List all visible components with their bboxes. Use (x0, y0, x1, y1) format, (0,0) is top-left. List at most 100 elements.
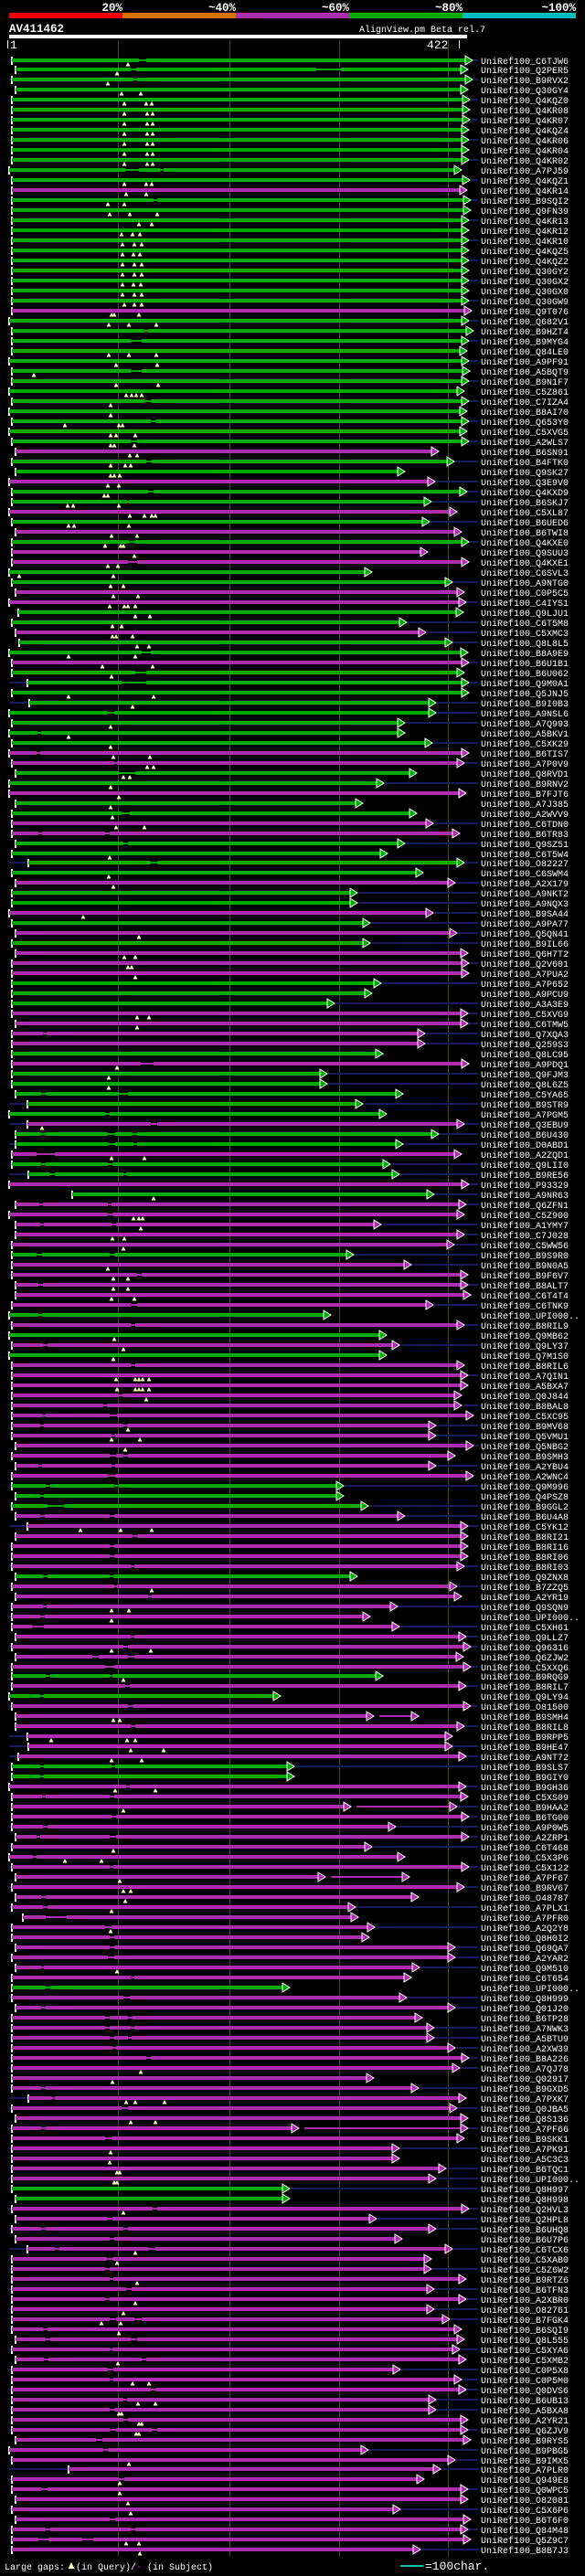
svg-text:UniRef100_C6SVL3: UniRef100_C6SVL3 (481, 568, 569, 579)
svg-text:UniRef100_B6TP28: UniRef100_B6TP28 (481, 2014, 569, 2025)
svg-text:UniRef100_Q8RVD1: UniRef100_Q8RVD1 (481, 769, 569, 780)
svg-text:UniRef100_C5XS09: UniRef100_C5XS09 (481, 1793, 569, 1804)
svg-text:UniRef100_Q9FJM3: UniRef100_Q9FJM3 (481, 1070, 569, 1081)
svg-text:Large gaps:: Large gaps: (5, 2563, 65, 2573)
svg-text:UniRef100_A2WNC4: UniRef100_A2WNC4 (481, 1472, 569, 1483)
svg-text:UniRef100_B8RIL9: UniRef100_B8RIL9 (481, 1321, 569, 1332)
svg-text:UniRef100_B9STR9: UniRef100_B9STR9 (481, 1100, 569, 1111)
svg-text:UniRef100_B6U062: UniRef100_B6U062 (481, 669, 569, 680)
svg-text:UniRef100_A9PA77: UniRef100_A9PA77 (481, 919, 569, 930)
svg-text:UniRef100_O81500: UniRef100_O81500 (481, 1702, 569, 1713)
svg-text:AlignView.pm Beta rel.7: AlignView.pm Beta rel.7 (359, 25, 485, 36)
svg-text:UniRef100_B4FTK0: UniRef100_B4FTK0 (481, 458, 569, 469)
svg-text:UniRef100_Q30GW9: UniRef100_Q30GW9 (481, 297, 569, 308)
svg-text:UniRef100_Q3EBU9: UniRef100_Q3EBU9 (481, 1120, 569, 1131)
svg-text:UniRef100_B7FJT6: UniRef100_B7FJT6 (481, 790, 569, 800)
svg-text:UniRef100_A9NKT2: UniRef100_A9NKT2 (481, 889, 569, 900)
svg-text:UniRef100_B9SKK1: UniRef100_B9SKK1 (481, 2135, 569, 2146)
svg-text:1: 1 (10, 38, 17, 52)
svg-text:UniRef100_B6T6F0: UniRef100_B6T6F0 (481, 2516, 569, 2527)
svg-text:UniRef100_B8RIL7: UniRef100_B8RIL7 (481, 1682, 569, 1693)
svg-text:UniRef100_Q4KR04: UniRef100_Q4KR04 (481, 146, 569, 157)
svg-text:UniRef100_Q9T076: UniRef100_Q9T076 (481, 307, 569, 318)
svg-text:UniRef100_Q6H7T2: UniRef100_Q6H7T2 (481, 949, 569, 960)
svg-text:UniRef100_A1YMY7: UniRef100_A1YMY7 (481, 1221, 569, 1232)
svg-text:UniRef100_Q8H998: UniRef100_Q8H998 (481, 2195, 569, 2206)
svg-text:UniRef100_Q9FN39: UniRef100_Q9FN39 (481, 207, 569, 217)
svg-text:UniRef100_A5BKV1: UniRef100_A5BKV1 (481, 729, 569, 740)
svg-text:UniRef100_C5XVG9: UniRef100_C5XVG9 (481, 1010, 569, 1021)
svg-text:UniRef100_Q4KXE0: UniRef100_Q4KXE0 (481, 538, 569, 549)
svg-text:UniRef100_A2X179: UniRef100_A2X179 (481, 879, 569, 890)
svg-text:UniRef100_Q84M48: UniRef100_Q84M48 (481, 2526, 569, 2537)
svg-text:UniRef100_Q96316: UniRef100_Q96316 (481, 1643, 569, 1654)
svg-text:UniRef100_Q9SZ51: UniRef100_Q9SZ51 (481, 840, 569, 851)
svg-text:UniRef100_Q01J20: UniRef100_Q01J20 (481, 2004, 569, 2015)
svg-text:UniRef100_Q3E9V0: UniRef100_Q3E9V0 (481, 478, 569, 489)
svg-text:UniRef100_B9RTZ6: UniRef100_B9RTZ6 (481, 2275, 569, 2286)
svg-text:UniRef100_Q8S136: UniRef100_Q8S136 (481, 2115, 569, 2125)
svg-text:UniRef100_B9RYS5: UniRef100_B9RYS5 (481, 2436, 569, 2447)
svg-text:UniRef100_Q8LC95: UniRef100_Q8LC95 (481, 1050, 569, 1061)
svg-text:UniRef100_B6SKJ7: UniRef100_B6SKJ7 (481, 498, 569, 509)
svg-text:UniRef100_Q9SUU3: UniRef100_Q9SUU3 (481, 548, 569, 559)
svg-text:UniRef100_C0P5M0: UniRef100_C0P5M0 (481, 2376, 569, 2387)
svg-text:UniRef100_Q9LY37: UniRef100_Q9LY37 (481, 1341, 569, 1352)
svg-text:UniRef100_P93329: UniRef100_P93329 (481, 1181, 569, 1192)
svg-text:UniRef100_B6TG00: UniRef100_B6TG00 (481, 1813, 569, 1824)
svg-text:UniRef100_Q2PER5: UniRef100_Q2PER5 (481, 66, 569, 77)
svg-text:UniRef100_B9GGL2: UniRef100_B9GGL2 (481, 1502, 569, 1513)
svg-text:UniRef100_Q8H0I2: UniRef100_Q8H0I2 (481, 1934, 569, 1945)
svg-text:UniRef100_Q7XQA3: UniRef100_Q7XQA3 (481, 1030, 569, 1041)
svg-text:UniRef100_A7P652: UniRef100_A7P652 (481, 980, 569, 991)
svg-text:UniRef100_B9RNV2: UniRef100_B9RNV2 (481, 779, 569, 790)
svg-text:UniRef100_Q259S3: UniRef100_Q259S3 (481, 1040, 569, 1051)
svg-text:UniRef100_Q4KQZ2: UniRef100_Q4KQZ2 (481, 257, 569, 268)
svg-text:UniRef100_Q4KR13: UniRef100_Q4KR13 (481, 217, 569, 228)
svg-text:UniRef100_B7FGK4: UniRef100_B7FGK4 (481, 2316, 569, 2327)
svg-text:UniRef100_C5XYA6: UniRef100_C5XYA6 (481, 2346, 569, 2357)
svg-text:~80%: ~80% (435, 2, 463, 15)
svg-text:UniRef100_A7PGM5: UniRef100_A7PGM5 (481, 1110, 569, 1121)
svg-text:UniRef100_B8RIL6: UniRef100_B8RIL6 (481, 1362, 569, 1373)
svg-text:UniRef100_A7PFR0: UniRef100_A7PFR0 (481, 1913, 569, 1924)
svg-text:UniRef100_A2WVV9: UniRef100_A2WVV9 (481, 810, 569, 821)
svg-text:20%: 20% (102, 2, 123, 15)
svg-text:UniRef100_B8RI06: UniRef100_B8RI06 (481, 1553, 569, 1564)
svg-text:UniRef100_Q4KR02: UniRef100_Q4KR02 (481, 156, 569, 167)
svg-text:UniRef100_C6T5W4: UniRef100_C6T5W4 (481, 850, 569, 861)
svg-text:UniRef100_Q0DVS6: UniRef100_Q0DVS6 (481, 2386, 569, 2397)
svg-text:~60%: ~60% (322, 2, 350, 15)
svg-text:UniRef100_Q949E8: UniRef100_Q949E8 (481, 2475, 569, 2486)
svg-text:UniRef100_A2Q2Y8: UniRef100_A2Q2Y8 (481, 1924, 569, 1935)
svg-text:UniRef100_B9I0B3: UniRef100_B9I0B3 (481, 699, 569, 710)
svg-text:UniRef100_Q8L555: UniRef100_Q8L555 (481, 2336, 569, 2347)
svg-text:UniRef100_B9MV68: UniRef100_B9MV68 (481, 1422, 569, 1433)
svg-text:UniRef100_A2XBR0: UniRef100_A2XBR0 (481, 2295, 569, 2306)
svg-text:UniRef100_C6TMW5: UniRef100_C6TMW5 (481, 1020, 569, 1031)
svg-text:UniRef100_C6T4T4: UniRef100_C6T4T4 (481, 1291, 569, 1302)
svg-text:UniRef100_O82227: UniRef100_O82227 (481, 859, 569, 870)
svg-text:UniRef100_B8A226: UniRef100_B8A226 (481, 2054, 569, 2065)
svg-text:UniRef100_A7P0V9: UniRef100_A7P0V9 (481, 759, 569, 770)
svg-text:UniRef100_B8RI21: UniRef100_B8RI21 (481, 1532, 569, 1543)
svg-text:UniRef100_A5C3C3: UniRef100_A5C3C3 (481, 2155, 569, 2166)
svg-text:UniRef100_B6TWI8: UniRef100_B6TWI8 (481, 528, 569, 539)
svg-text:UniRef100_C5X3P6: UniRef100_C5X3P6 (481, 1853, 569, 1864)
svg-text:UniRef100_C5YK12: UniRef100_C5YK12 (481, 1522, 569, 1533)
svg-text:UniRef100_B6U7P6: UniRef100_B6U7P6 (481, 2235, 569, 2246)
svg-text:AV411462: AV411462 (9, 23, 64, 36)
svg-text:UniRef100_C0P5C5: UniRef100_C0P5C5 (481, 588, 569, 599)
svg-text:(in Query)/- (in Subject): (in Query)/- (in Subject) (76, 2562, 213, 2573)
svg-text:UniRef100_Q4KR10: UniRef100_Q4KR10 (481, 237, 569, 248)
svg-text:UniRef100_B9S9R0: UniRef100_B9S9R0 (481, 1251, 569, 1262)
svg-text:UniRef100_A2ZQD1: UniRef100_A2ZQD1 (481, 1150, 569, 1161)
svg-text:UniRef100_C5Z861: UniRef100_C5Z861 (481, 387, 569, 398)
svg-text:UniRef100_A9PDQ1: UniRef100_A9PDQ1 (481, 1060, 569, 1071)
svg-text:UniRef100_Q9MB62: UniRef100_Q9MB62 (481, 1331, 569, 1342)
svg-text:UniRef100_C5X6P6: UniRef100_C5X6P6 (481, 2506, 569, 2517)
svg-text:UniRef100_Q9M510: UniRef100_Q9M510 (481, 1964, 569, 1975)
svg-text:UniRef100_B9RV67: UniRef100_B9RV67 (481, 1883, 569, 1894)
svg-text:UniRef100_B6UHQ8: UniRef100_B6UHQ8 (481, 2225, 569, 2236)
svg-text:UniRef100_D0ABD1: UniRef100_D0ABD1 (481, 1140, 569, 1151)
